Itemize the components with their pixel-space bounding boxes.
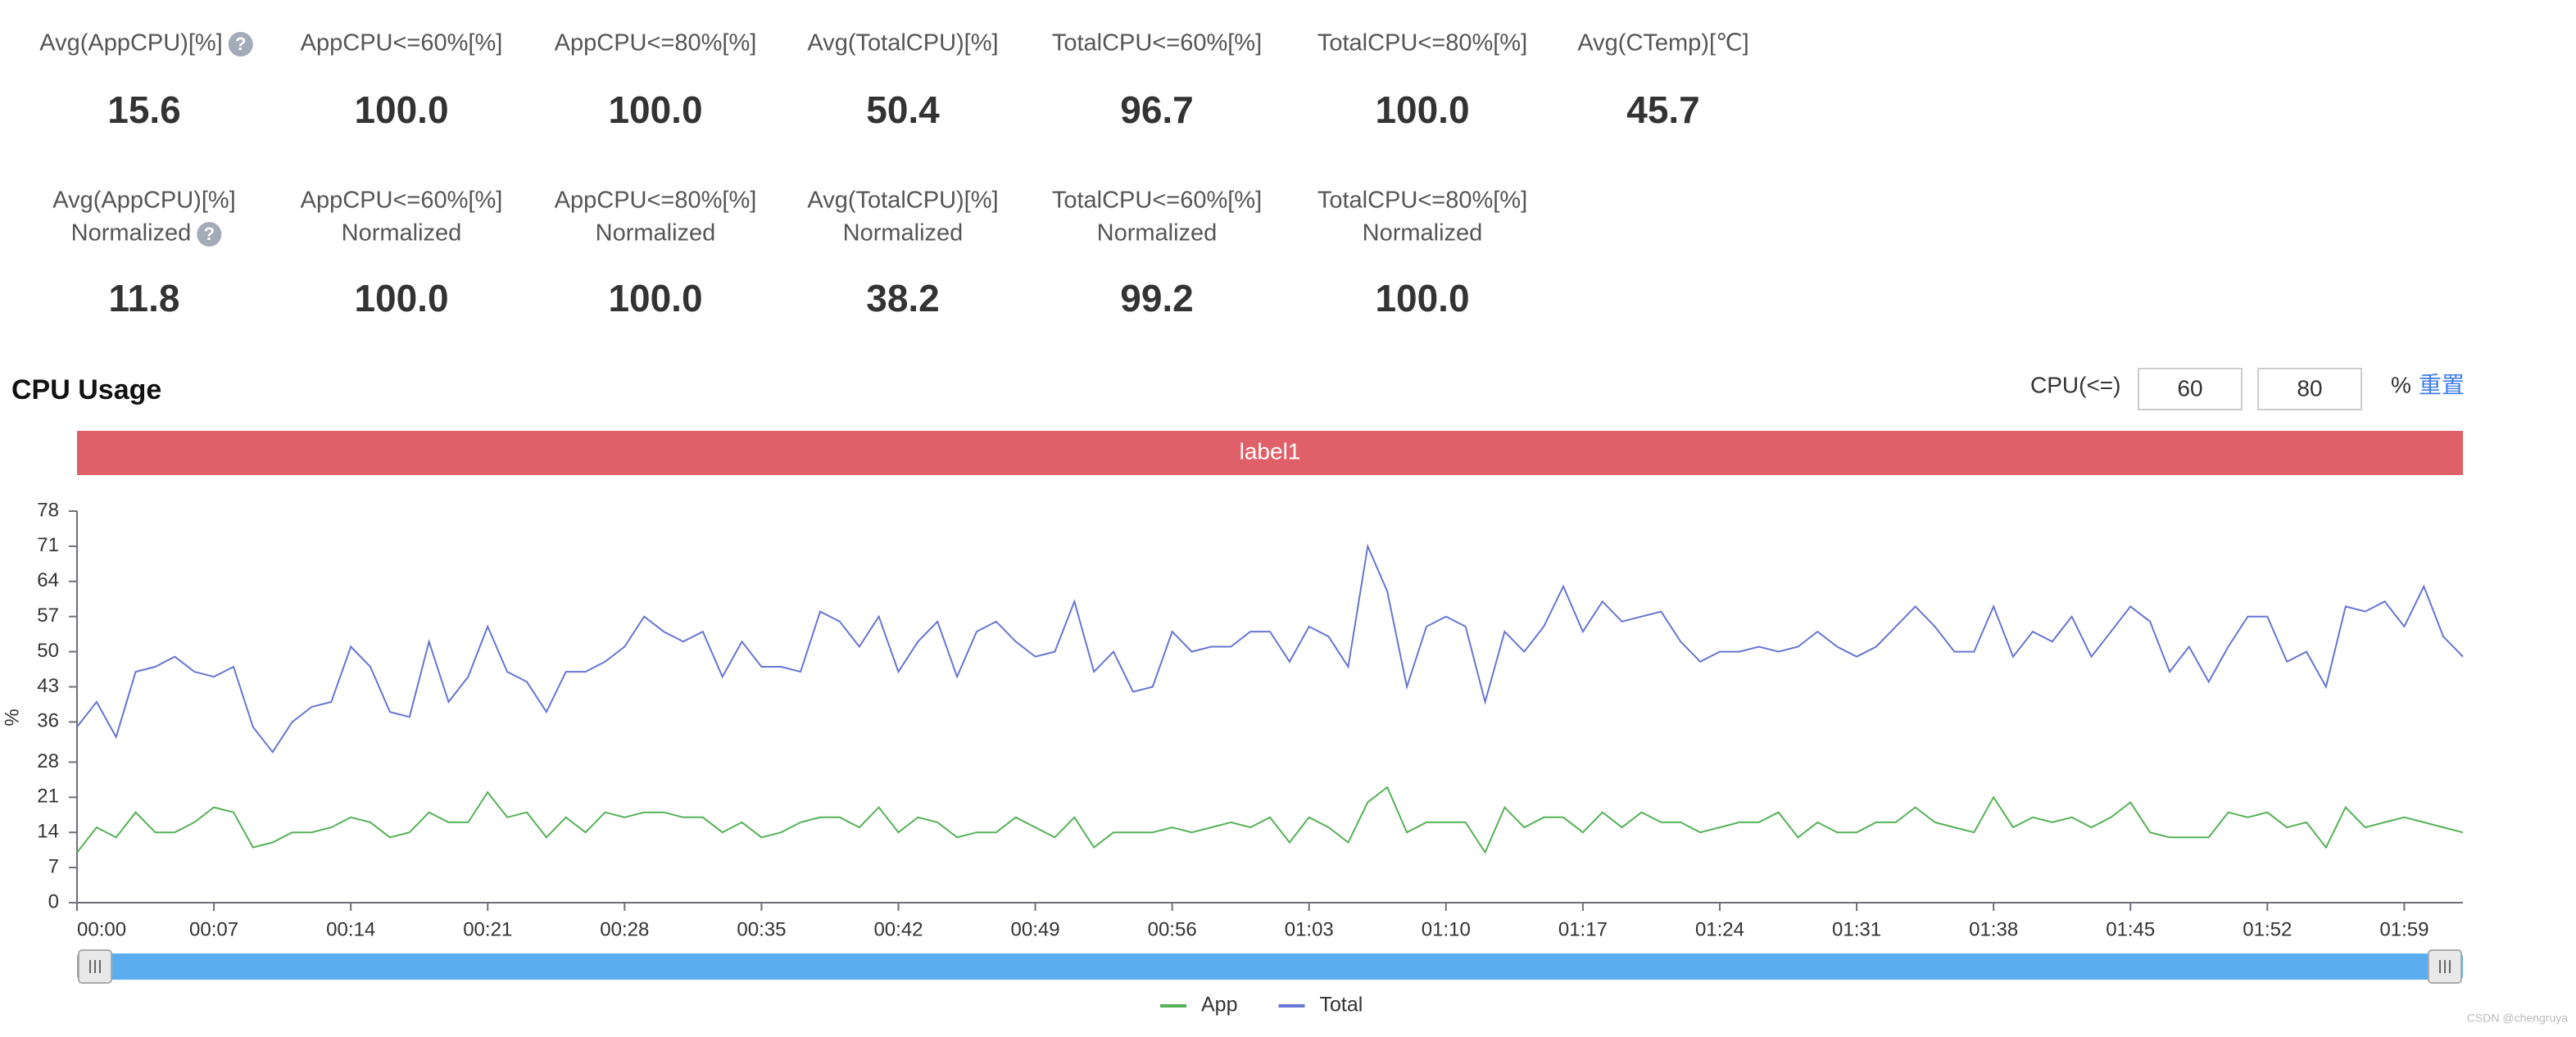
help-mark: ? [235,34,246,54]
metric-value: 45.7 [1626,88,1700,131]
x-tick-label: 00:56 [1148,918,1197,940]
metric-label: AppCPU<=60%[%] [301,188,503,214]
x-tick-label: 01:38 [1969,918,2018,940]
help-mark: ? [204,224,215,244]
y-tick-label: 7 [48,855,59,877]
y-tick-label: 50 [37,640,59,662]
label-band [77,431,2463,475]
metric-value: 15.6 [107,88,181,131]
y-tick-label: 57 [37,605,59,627]
metric-value: 100.0 [354,277,448,319]
input-box[interactable] [2257,368,2362,410]
x-tick-label: 00:07 [189,918,238,940]
x-tick-label: 00:35 [737,918,786,940]
metric-label: TotalCPU<=60%[%] [1052,188,1262,214]
input-value[interactable]: 80 [2297,375,2322,401]
input-box[interactable] [2138,368,2243,410]
x-tick-label: 00:14 [326,918,375,940]
metric-value: 11.8 [109,277,180,319]
x-tick-label: 01:45 [2106,918,2155,940]
y-tick-label: 14 [37,821,59,843]
watermark: CSDN @chengruya [2467,1012,2568,1025]
x-tick-label: 01:24 [1695,918,1744,940]
x-tick-label: 00:28 [600,918,649,940]
x-tick-label: 00:42 [873,918,923,940]
series-line [76,543,2464,754]
metric-value: 38.2 [866,277,940,319]
metric-label: Normalized [1363,220,1483,247]
x-tick-label: 00:49 [1011,918,1060,940]
legend-label: App [1201,994,1237,1017]
metric-value: 50.4 [866,88,940,131]
y-tick-label: 64 [37,569,59,591]
x-tick-label: 00:21 [463,918,512,940]
x-tick-label: 01:10 [1422,918,1471,940]
y-tick-label: 36 [37,710,59,732]
y-axis-label: % [1,709,23,726]
legend-label: Total [1319,994,1363,1017]
x-tick-label: 01:59 [2379,918,2429,940]
help-icon [197,222,222,247]
input-value[interactable]: 60 [2177,375,2202,401]
x-tick-label: 01:31 [1832,918,1881,940]
handle-grip [2439,960,2451,973]
metric-value: 96.7 [1120,88,1194,131]
metric-value: 99.2 [1120,277,1194,319]
metric-label: Avg(AppCPU)[%] [39,30,223,57]
metric-label: Avg(TotalCPU)[%] [807,30,998,57]
y-tick-label: 28 [37,750,59,772]
metric-value: 100.0 [354,88,448,131]
handle-grip [89,960,101,973]
x-tick-label: 01:17 [1558,918,1608,940]
metric-label: Normalized [1097,220,1218,247]
band-label: label1 [1240,438,1301,464]
metric-label: AppCPU<=80%[%] [555,30,757,57]
metric-value: 100.0 [1375,88,1469,131]
y-tick-label: 78 [37,499,59,521]
metric-value: 100.0 [608,277,702,319]
metric-label: TotalCPU<=80%[%] [1317,188,1527,214]
metric-label: Normalized [843,220,964,247]
cpu-label: CPU(<=) [2030,372,2120,397]
help-icon [228,32,253,57]
x-tick-label: 01:52 [2243,918,2292,940]
x-tick-label: 00:00 [77,918,126,940]
chart-title: CPU Usage [11,374,161,405]
y-tick-label: 21 [37,786,59,808]
reset-button[interactable]: 重置 [2419,372,2465,397]
metric-label: AppCPU<=80%[%] [555,188,757,214]
metric-label: TotalCPU<=60%[%] [1052,30,1262,57]
metric-label: Avg(TotalCPU)[%] [807,188,998,214]
metric-value: 100.0 [1375,277,1469,319]
y-tick-label: 71 [37,534,59,556]
unit: % [2391,372,2411,397]
zoom-slider[interactable] [77,953,2463,980]
metric-label: Normalized [342,220,462,247]
y-tick-label: 0 [48,890,59,912]
metric-label: Normalized [596,220,716,247]
metric-value: 100.0 [608,88,702,131]
metric-label: TotalCPU<=80%[%] [1317,30,1527,57]
metric-label: Avg(AppCPU)[%] [52,188,236,214]
metric-label: Normalized [71,220,192,247]
metric-label: AppCPU<=60%[%] [301,30,503,57]
metric-label: Avg(CTemp)[℃] [1577,30,1748,57]
y-tick-label: 43 [37,675,59,697]
x-tick-label: 01:03 [1285,918,1334,940]
series-line [76,786,2464,854]
